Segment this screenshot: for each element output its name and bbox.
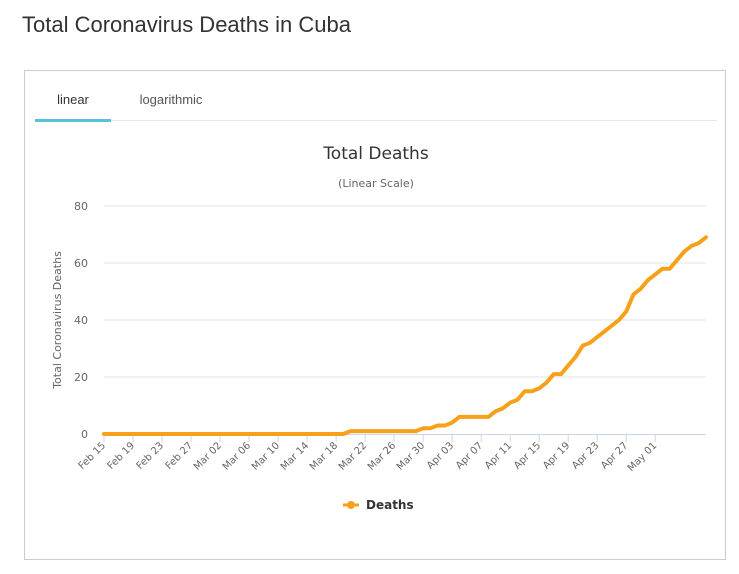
x-tick-label: Mar 02 [192,440,224,472]
chart-subtitle: (Linear Scale) [338,177,414,190]
x-tick-label: Apr 15 [512,440,543,471]
tab-logarithmic[interactable]: logarithmic [139,92,203,107]
legend-label-deaths: Deaths [366,498,414,512]
y-tick-label: 20 [74,371,88,384]
x-tick-label: Mar 06 [221,440,253,472]
x-tick-label: Feb 23 [135,440,167,472]
x-tick-label: Apr 19 [541,440,572,471]
y-axis-title: Total Coronavirus Deaths [51,251,64,390]
x-tick-label: Apr 23 [570,440,601,471]
x-tick-label: Apr 11 [483,440,514,471]
x-tick-label: Mar 18 [308,440,340,472]
x-tick-label: Apr 07 [454,440,485,471]
y-tick-label: 0 [81,428,88,441]
series-line-deaths [102,235,708,436]
x-tick-label: Apr 03 [425,440,456,471]
x-tick-label: Mar 10 [250,440,282,472]
tab-linear[interactable]: linear [35,71,111,122]
x-tick-label: Mar 22 [337,440,369,472]
x-tick-label: Feb 19 [106,440,138,472]
y-tick-label: 60 [74,257,88,270]
y-tick-label: 80 [74,200,88,213]
x-tick-label: Feb 15 [77,440,109,472]
x-tick-label: Mar 30 [395,440,427,472]
x-tick-label: May 01 [626,440,660,474]
legend-symbol-marker [347,501,355,509]
scale-tabs: linear logarithmic [35,71,717,122]
y-tick-label: 40 [74,314,88,327]
page-title: Total Coronavirus Deaths in Cuba [22,12,351,37]
x-tick-label: Mar 14 [279,440,311,472]
x-tick-label: Feb 27 [164,440,196,472]
chart-panel: linear logarithmic [24,70,726,560]
legend[interactable]: Deaths [343,498,414,512]
chart-title: Total Deaths [322,144,429,164]
x-tick-label: Mar 26 [366,440,398,472]
